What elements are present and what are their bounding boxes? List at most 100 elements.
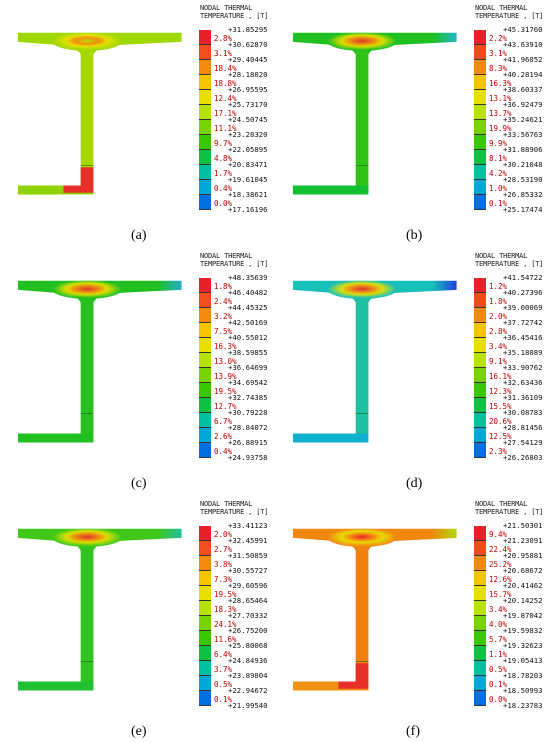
legend-percentage: 19.5% (214, 387, 237, 396)
legend-tick-value: +36.92479 (503, 100, 543, 109)
legend-color-cell (199, 541, 211, 556)
legend-percentage: 19.9% (489, 124, 512, 133)
legend-tick-value: +43.63910 (503, 40, 543, 49)
legend-color-cell (199, 443, 211, 458)
legend-color-cell (474, 661, 486, 676)
legend-tick-value: +27.54129 (503, 438, 543, 447)
legend-color-cell (199, 293, 211, 308)
legend-color-cell (199, 165, 211, 180)
legend-percentage: 7.5% (214, 327, 233, 336)
legend-tick-value: +46.40482 (228, 288, 268, 297)
legend-percentage: 6.7% (214, 417, 233, 426)
legend-percentage: 11.6% (214, 635, 237, 644)
legend-tick-value: +31.50859 (228, 551, 268, 560)
legend-percentage: 2.0% (214, 530, 233, 539)
t-beam-contour (17, 280, 182, 443)
legend-color-cell (199, 105, 211, 120)
legend-tick-value: +20.14252 (503, 596, 543, 605)
legend-percentage: 11.1% (214, 124, 237, 133)
web (355, 546, 369, 684)
legend-tick-value: +23.89804 (228, 671, 268, 680)
legend-color-cell (474, 180, 486, 195)
legend-tick-value: +28.84072 (228, 423, 268, 432)
panel-caption: (e) (131, 724, 147, 739)
legend-percentage: 4.8% (214, 154, 233, 163)
legend-percentage: 18.3% (214, 605, 237, 614)
legend-percentage: 3.7% (214, 665, 233, 674)
bottom-flange (17, 681, 94, 691)
legend-percentage: 15.7% (489, 590, 512, 599)
t-beam-contour (292, 32, 457, 195)
legend-color-cell (474, 383, 486, 398)
legend-color-cell (474, 75, 486, 90)
legend-tick-value: +33.56763 (503, 130, 543, 139)
legend-color-cell (474, 691, 486, 706)
legend-color-cell (474, 601, 486, 616)
legend-color-cell (199, 383, 211, 398)
legend-color-cell (199, 120, 211, 135)
legend-tick-value: +34.69542 (228, 378, 268, 387)
legend-title: NODAL THERMAL TEMPERATURE , [T] (200, 500, 269, 516)
legend-percentage: 0.5% (214, 680, 233, 689)
legend-percentage: 12.6% (489, 575, 512, 584)
legend-percentage: 17.1% (214, 109, 237, 118)
legend-tick-value: +19.87042 (503, 611, 543, 620)
panel-e: NODAL THERMAL TEMPERATURE , [T] 2.0% 2.7% 3… (0, 496, 275, 743)
legend-tick-value: +45.31760 (503, 25, 543, 34)
legend-tick-value: +22.94672 (228, 686, 268, 695)
legend-tick-value: +30.79228 (228, 408, 268, 417)
legend-percentage: 4.2% (489, 169, 508, 178)
legend-color-cell (474, 90, 486, 105)
legend-tick-value: +22.05895 (228, 145, 268, 154)
web (80, 50, 94, 188)
hot-zone (52, 32, 122, 51)
legend-color-cell (199, 308, 211, 323)
t-beam-contour (292, 280, 457, 443)
legend-percentage: 5.7% (489, 635, 508, 644)
legend-tick-value: +26.75200 (228, 626, 268, 635)
legend-percentage: 3.4% (489, 342, 508, 351)
legend-tick-value: +35.24621 (503, 115, 543, 124)
legend-color-cell (474, 135, 486, 150)
legend-color-cell (199, 676, 211, 691)
legend-tick-value: +30.62870 (228, 40, 268, 49)
bottom-flange (17, 433, 94, 443)
legend-percentage: 2.8% (489, 327, 508, 336)
legend-color-cell (199, 601, 211, 616)
legend-tick-value: +25.73170 (228, 100, 268, 109)
legend-tick-value: +29.60596 (228, 581, 268, 590)
legend-tick-value: +27.70332 (228, 611, 268, 620)
legend-tick-value: +33.41123 (228, 521, 268, 530)
legend-percentage: 0.4% (214, 184, 233, 193)
legend-percentage: 13.1% (489, 94, 512, 103)
corner-hot (63, 167, 94, 193)
legend-title: NODAL THERMAL TEMPERATURE , [T] (200, 252, 269, 268)
legend-percentage: 2.3% (489, 447, 508, 456)
legend-percentage: 1.0% (489, 184, 508, 193)
legend-tick-value: +26.88915 (228, 438, 268, 447)
legend-tick-value: +37.72742 (503, 318, 543, 327)
legend-tick-value: +19.59832 (503, 626, 543, 635)
legend-tick-value: +28.81456 (503, 423, 543, 432)
legend-percentage: 12.5% (489, 432, 512, 441)
legend-color-cell (474, 526, 486, 541)
web (80, 298, 94, 436)
panel-a: NODAL THERMAL TEMPERATURE , [T] 2.8% 3.1% 1… (0, 0, 275, 247)
legend-color-cell (474, 195, 486, 210)
legend-tick-value: +41.96052 (503, 55, 543, 64)
legend-tick-value: +24.84936 (228, 656, 268, 665)
legend-color-cell (199, 661, 211, 676)
legend-tick-value: +26.85332 (503, 190, 543, 199)
legend-tick-value: +24.50745 (228, 115, 268, 124)
legend-tick-value: +40.55012 (228, 333, 268, 342)
legend-color-cell (199, 30, 211, 45)
legend-tick-value: +30.55727 (228, 566, 268, 575)
legend-percentage: 9.9% (489, 139, 508, 148)
legend-tick-value: +21.50301 (503, 521, 543, 530)
legend-color-cell (199, 616, 211, 631)
legend-tick-value: +39.00069 (503, 303, 543, 312)
legend-color-cell (199, 60, 211, 75)
legend-percentage: 7.3% (214, 575, 233, 584)
legend-percentage: 4.0% (489, 620, 508, 629)
bottom-flange (292, 185, 369, 195)
